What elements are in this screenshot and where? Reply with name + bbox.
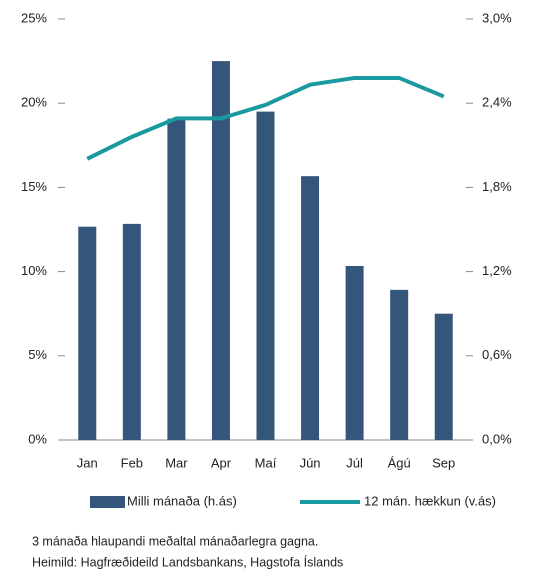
y2-tick-label: 0,0% <box>482 431 512 446</box>
y-tick-label: 0% <box>28 431 47 446</box>
y-tick-label: 20% <box>21 95 47 110</box>
bar <box>211 61 230 440</box>
note: Heimild: Hagfræðideild Landsbankans, Hag… <box>32 554 343 569</box>
bar <box>256 111 275 441</box>
bar <box>122 223 141 440</box>
line <box>86 75 445 161</box>
x-tick-label: Jún <box>300 455 321 470</box>
bar <box>301 176 320 440</box>
bar <box>434 313 453 440</box>
x-tick-label: Apr <box>211 455 232 470</box>
y-tick-label: 25% <box>21 10 47 25</box>
note: 3 mánaða hlaupandi meðaltal mánaðarlegra… <box>32 534 318 548</box>
legend-label: 12 mán. hækkun (v.ás) <box>364 493 496 508</box>
bar <box>345 265 364 440</box>
y2-tick-label: 1,2% <box>482 263 512 278</box>
x-tick-label: Júl <box>346 455 363 470</box>
x-tick-label: Ágú <box>388 455 411 470</box>
y2-tick-label: 3,0% <box>482 10 512 25</box>
y2-tick-label: 0,6% <box>482 347 512 362</box>
y-tick-label: 10% <box>21 263 47 278</box>
legend-swatch <box>90 496 125 508</box>
y2-tick-label: 2,4% <box>482 95 512 110</box>
x-tick-label: Sep <box>432 455 455 470</box>
legend-label: Milli mánaða (h.ás) <box>127 493 237 508</box>
bar <box>167 118 186 441</box>
y2-tick-label: 1,8% <box>482 179 512 194</box>
y-tick-label: 5% <box>28 347 47 362</box>
x-tick-label: Maí <box>255 455 277 470</box>
bar <box>78 226 97 440</box>
x-tick-label: Jan <box>77 455 98 470</box>
x-tick-label: Mar <box>165 455 188 470</box>
x-tick-label: Feb <box>121 455 143 470</box>
bar <box>390 289 409 440</box>
y-tick-label: 15% <box>21 179 47 194</box>
